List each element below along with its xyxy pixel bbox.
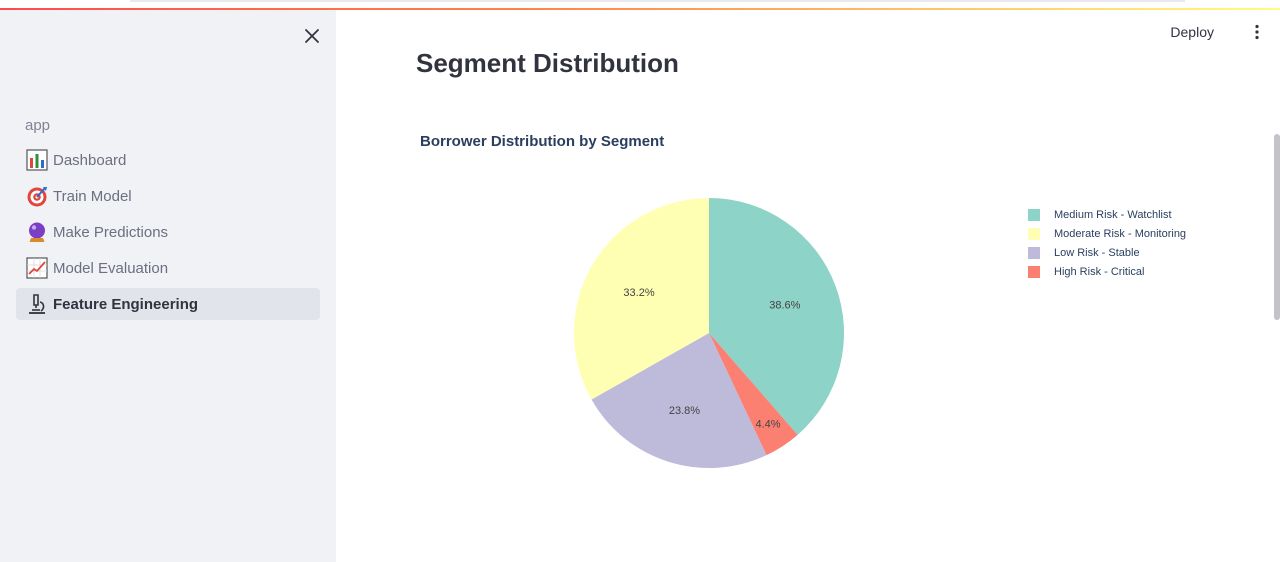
legend-swatch (1028, 208, 1040, 221)
legend-label: Medium Risk - Watchlist (1054, 208, 1172, 221)
microscope-icon (26, 293, 48, 315)
sidebar: app Dashboard (0, 10, 336, 562)
legend-item[interactable]: Medium Risk - Watchlist (1028, 205, 1186, 224)
legend-item[interactable]: Moderate Risk - Monitoring (1028, 224, 1186, 243)
sidebar-item-label: Model Evaluation (53, 259, 169, 277)
crystal-ball-icon (26, 221, 48, 243)
chart-title: Borrower Distribution by Segment (420, 133, 665, 150)
page-title: Segment Distribution (416, 48, 679, 78)
sidebar-item-model-evaluation[interactable]: Model Evaluation (16, 252, 320, 284)
close-sidebar-button[interactable] (302, 26, 322, 46)
sidebar-item-dashboard[interactable]: Dashboard (16, 144, 320, 176)
legend-item[interactable]: Low Risk - Stable (1028, 243, 1186, 262)
legend-swatch (1028, 265, 1040, 278)
legend-label: Low Risk - Stable (1054, 246, 1140, 259)
sidebar-item-label: Dashboard (53, 151, 127, 169)
main-menu-button[interactable] (1248, 18, 1266, 46)
bar-chart-icon (26, 149, 48, 171)
legend-item[interactable]: High Risk - Critical (1028, 262, 1186, 281)
legend-swatch (1028, 227, 1040, 240)
pie-slice-label: 4.4% (755, 418, 780, 430)
pie-slice-label: 38.6% (769, 300, 800, 312)
target-icon (26, 185, 48, 207)
pie-slice[interactable] (709, 333, 798, 456)
sidebar-item-make-predictions[interactable]: Make Predictions (16, 216, 320, 248)
legend-label: High Risk - Critical (1054, 265, 1145, 278)
chart-increasing-icon (26, 257, 48, 279)
pie-slice-label: 23.8% (669, 405, 700, 417)
sidebar-item-label: Make Predictions (53, 223, 169, 241)
top-gradient-line (0, 8, 1280, 10)
sidebar-item-feature-engineering[interactable]: Feature Engineering (16, 288, 320, 320)
chart-legend: Medium Risk - Watchlist Moderate Risk - M… (1028, 205, 1186, 281)
sidebar-item-label: Feature Engineering (53, 295, 199, 313)
legend-swatch (1028, 246, 1040, 259)
pie-slice[interactable] (574, 198, 709, 400)
top-decoration-bar (0, 0, 1280, 10)
more-vertical-icon (1255, 24, 1259, 40)
pie-slice[interactable] (591, 333, 767, 468)
legend-label: Moderate Risk - Monitoring (1054, 227, 1187, 240)
sidebar-item-train-model[interactable]: Train Model (16, 180, 320, 212)
pie-chart: 38.6% 4.4% 23.8% 33.2% (574, 198, 844, 468)
close-icon (305, 29, 319, 43)
sidebar-item-label: Train Model (53, 187, 132, 205)
top-bar-track (130, 0, 1185, 2)
header-actions: Deploy (1170, 18, 1266, 46)
pie-slice-label: 33.2% (623, 287, 654, 299)
deploy-button[interactable]: Deploy (1170, 24, 1214, 40)
main-scrollbar[interactable] (1274, 134, 1280, 320)
nav-section-label: app (25, 117, 51, 134)
pie-slice[interactable] (709, 198, 844, 435)
sidebar-nav: Dashboard Train Model (16, 144, 320, 324)
